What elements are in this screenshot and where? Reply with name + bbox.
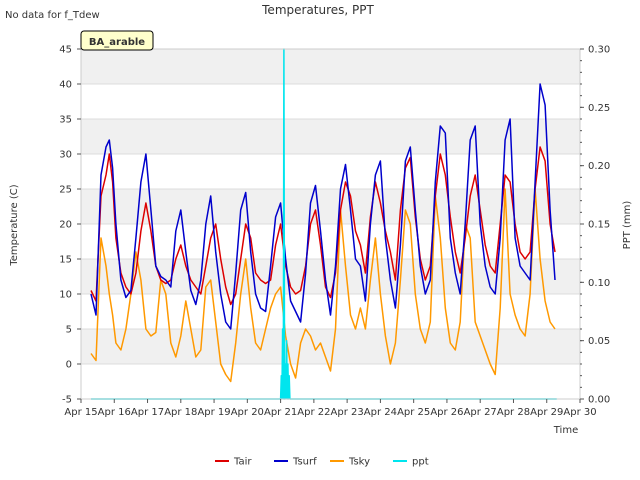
y2-tick-label: 0.20 <box>588 161 610 172</box>
series-lines <box>90 48 557 400</box>
plot-band <box>81 84 580 119</box>
legend-label-tair: Tair <box>233 457 252 468</box>
plot-band <box>81 49 580 84</box>
x-tick-label: Apr 21 <box>264 407 297 418</box>
y-tick-label: 30 <box>59 150 72 161</box>
y-tick-label: -5 <box>62 395 72 406</box>
plot-band <box>81 224 580 259</box>
y2-tick-label: 0.00 <box>588 395 610 406</box>
plot-band <box>81 189 580 224</box>
y-tick-label: 25 <box>59 185 72 196</box>
series-line-tsky <box>90 188 556 383</box>
plot-band <box>81 119 580 154</box>
legend-label-tsurf: Tsurf <box>292 457 317 468</box>
x-tick-label: Apr 30 <box>563 407 596 418</box>
site-label-badge: BA_arable <box>80 30 154 51</box>
x-tick-label: Apr 24 <box>364 407 397 418</box>
y2-axis-label: PPT (mm) <box>622 201 633 250</box>
y2-tick-label: 0.15 <box>588 220 610 231</box>
y-tick-label: 40 <box>59 80 72 91</box>
x-tick-label: Apr 16 <box>98 407 131 418</box>
x-tick-label: Apr 23 <box>331 407 364 418</box>
legend: Tair Tsurf Tsky ppt <box>215 457 429 468</box>
plot-band <box>81 329 580 364</box>
x-tick-label: Apr 29 <box>530 407 563 418</box>
x-tick-label: Apr 20 <box>231 407 264 418</box>
y2-tick-label: 0.10 <box>588 278 610 289</box>
x-tick-label: Apr 25 <box>397 407 430 418</box>
site-label-text: BA_arable <box>89 37 145 48</box>
x-tick-label: Apr 17 <box>131 407 164 418</box>
x-axis: Apr 15 Apr 16 Apr 17 Apr 18 Apr 19 Apr 20 Apr … <box>64 399 597 418</box>
x-tick-label: Apr 22 <box>297 407 330 418</box>
y-tick-label: 10 <box>59 290 72 301</box>
y-axis-label: Temperature (C) <box>9 184 20 266</box>
x-tick-label: Apr 26 <box>430 407 463 418</box>
y2-axis: 0.00 0.05 0.10 0.15 0.20 0.25 0.30 <box>580 45 610 406</box>
series-line-ppt <box>91 48 557 400</box>
series-line-tsurf <box>90 83 556 330</box>
legend-label-ppt: ppt <box>412 457 429 468</box>
y-tick-label: 5 <box>66 325 72 336</box>
x-tick-label: Apr 15 <box>64 407 97 418</box>
y2-tick-label: 0.30 <box>588 45 610 56</box>
x-tick-label: Apr 18 <box>164 407 197 418</box>
x-axis-label: Time <box>553 425 578 436</box>
y-axis: -5 0 5 10 15 20 25 30 35 40 45 <box>59 45 81 406</box>
y-tick-label: 45 <box>59 45 72 56</box>
series-line-tair <box>90 146 556 306</box>
y-tick-label: 15 <box>59 255 72 266</box>
chart-title: Temperatures, PPT <box>261 3 374 17</box>
legend-label-tsky: Tsky <box>348 457 370 468</box>
y-tick-label: 35 <box>59 115 72 126</box>
x-tick-label: Apr 28 <box>497 407 530 418</box>
no-data-notice: No data for f_Tdew <box>5 10 100 21</box>
x-tick-label: Apr 27 <box>464 407 497 418</box>
background-bands <box>81 49 580 399</box>
plot-band <box>81 154 580 189</box>
x-tick-label: Apr 19 <box>197 407 230 418</box>
y2-tick-label: 0.05 <box>588 336 610 347</box>
site-label-box <box>80 30 154 51</box>
y-tick-label: 0 <box>66 360 72 371</box>
y2-tick-label: 0.25 <box>588 103 610 114</box>
y-tick-label: 20 <box>59 220 72 231</box>
